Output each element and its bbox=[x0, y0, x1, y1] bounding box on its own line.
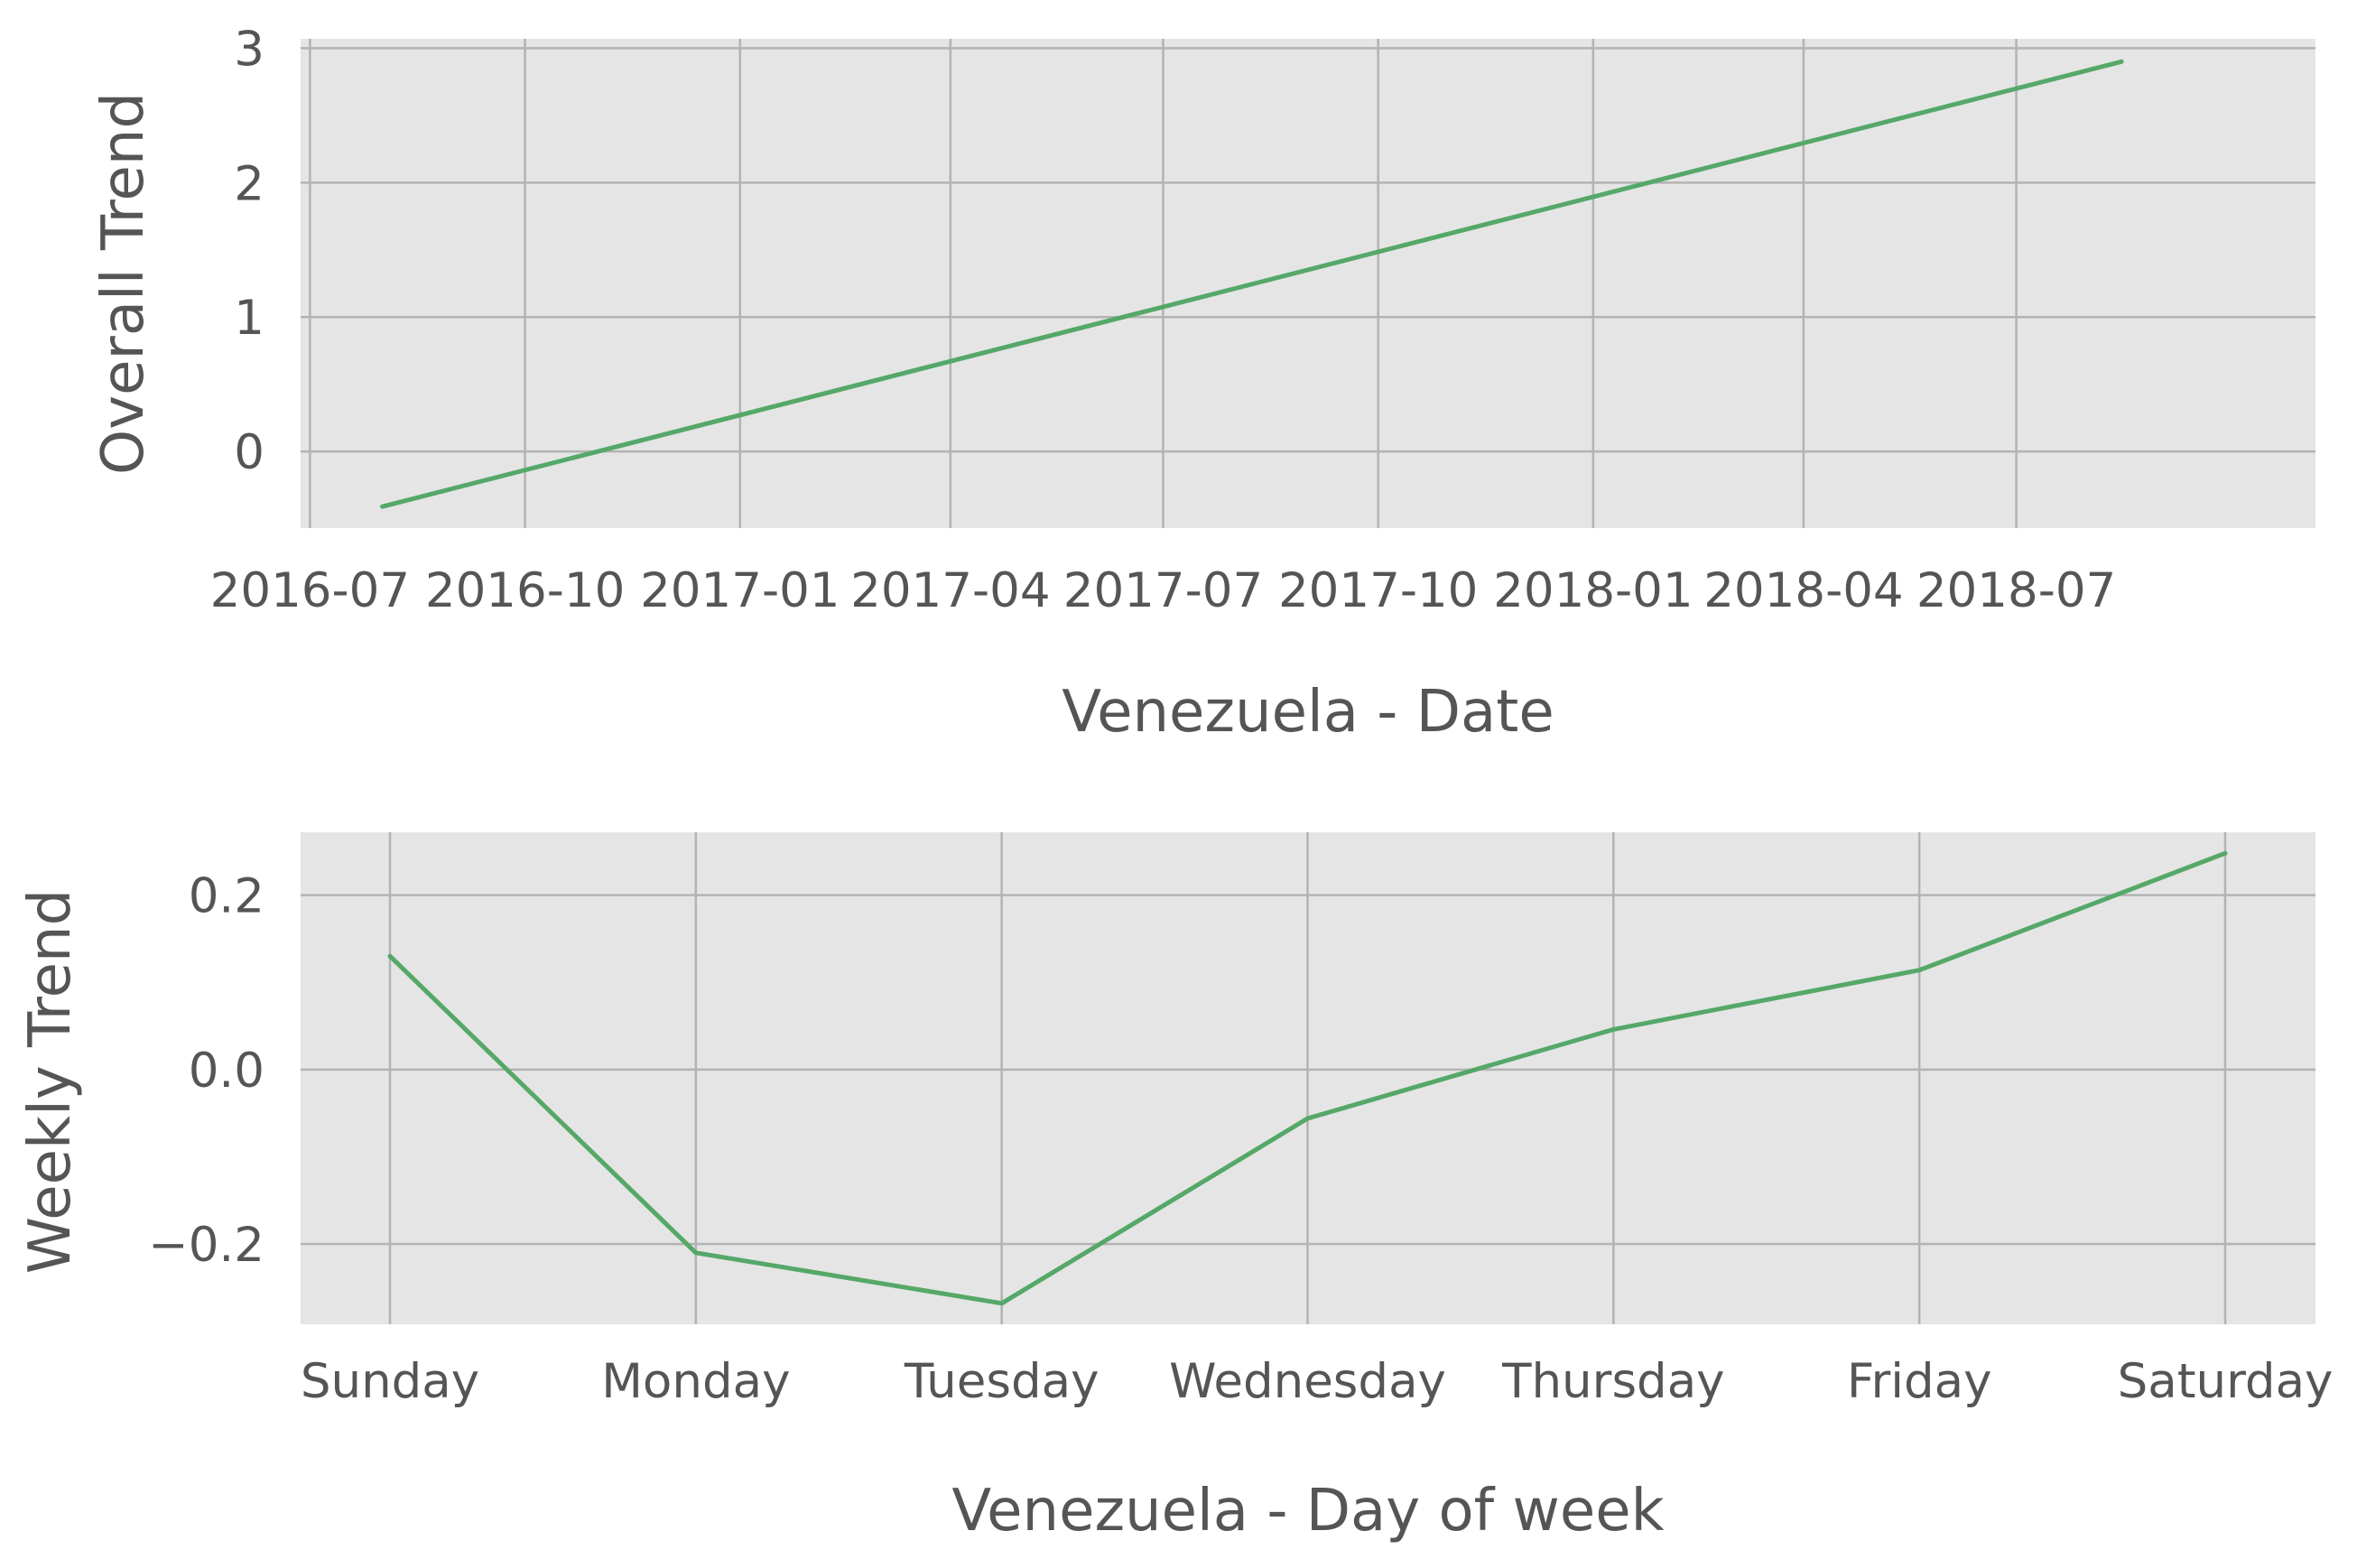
overall-trend-x-tick-label: 2017-07 bbox=[1063, 563, 1263, 618]
overall-trend-x-tick-label: 2017-01 bbox=[640, 563, 840, 618]
weekly-trend-y-ticks: −0.2 0.0 0.2 bbox=[148, 869, 264, 1274]
overall-trend-chart: 2016-07 2016-10 2017-01 2017-04 2017-07 2017-… bbox=[90, 22, 2315, 746]
overall-trend-gridlines bbox=[301, 39, 2315, 528]
weekly-trend-y-axis-label: Weekly Trend bbox=[17, 889, 84, 1275]
overall-trend-x-tick-label: 2018-01 bbox=[1493, 563, 1693, 618]
weekly-trend-x-tick-label: Saturday bbox=[2118, 1354, 2334, 1409]
overall-trend-x-tick-label: 2016-10 bbox=[425, 563, 625, 618]
overall-trend-y-tick-label: 2 bbox=[234, 156, 264, 211]
weekly-trend-y-tick-label: 0.2 bbox=[189, 869, 264, 924]
overall-trend-y-tick-label: 3 bbox=[234, 22, 264, 77]
overall-trend-x-tick-label: 2018-04 bbox=[1703, 563, 1903, 618]
weekly-trend-x-tick-label: Sunday bbox=[301, 1354, 479, 1409]
weekly-trend-x-tick-label: Friday bbox=[1847, 1354, 1992, 1409]
overall-trend-x-axis-label: Venezuela - Date bbox=[1062, 679, 1554, 746]
weekly-trend-x-tick-label: Tuesday bbox=[904, 1354, 1100, 1409]
weekly-trend-x-axis-label: Venezuela - Day of week bbox=[951, 1478, 1664, 1545]
weekly-trend-x-ticks: Sunday Monday Tuesday Wednesday Thursday Frid… bbox=[301, 1354, 2334, 1409]
overall-trend-plot-area bbox=[301, 39, 2315, 528]
weekly-trend-gridlines bbox=[301, 832, 2315, 1324]
overall-trend-x-tick-label: 2017-10 bbox=[1278, 563, 1478, 618]
overall-trend-line bbox=[380, 59, 2124, 509]
weekly-trend-line bbox=[387, 850, 2228, 1306]
weekly-trend-y-tick-label: 0.0 bbox=[189, 1044, 264, 1099]
overall-trend-y-tick-label: 1 bbox=[234, 291, 264, 346]
overall-trend-x-tick-label: 2018-07 bbox=[1916, 563, 2116, 618]
overall-trend-x-ticks: 2016-07 2016-10 2017-01 2017-04 2017-07 2017-… bbox=[210, 563, 2117, 618]
overall-trend-y-tick-label: 0 bbox=[234, 425, 264, 480]
weekly-trend-series bbox=[387, 850, 2228, 1306]
overall-trend-y-axis-label: Overall Trend bbox=[90, 92, 157, 475]
weekly-trend-x-tick-label: Thursday bbox=[1501, 1354, 1724, 1409]
overall-trend-y-ticks: 0 1 2 3 bbox=[234, 22, 264, 480]
weekly-trend-chart: Sunday Monday Tuesday Wednesday Thursday Frid… bbox=[17, 832, 2333, 1545]
weekly-trend-x-tick-label: Wednesday bbox=[1169, 1354, 1446, 1409]
weekly-trend-y-tick-label: −0.2 bbox=[148, 1218, 264, 1273]
overall-trend-series bbox=[380, 59, 2124, 509]
weekly-trend-x-tick-label: Monday bbox=[601, 1354, 790, 1409]
overall-trend-x-tick-label: 2016-07 bbox=[210, 563, 410, 618]
overall-trend-x-tick-label: 2017-04 bbox=[850, 563, 1050, 618]
